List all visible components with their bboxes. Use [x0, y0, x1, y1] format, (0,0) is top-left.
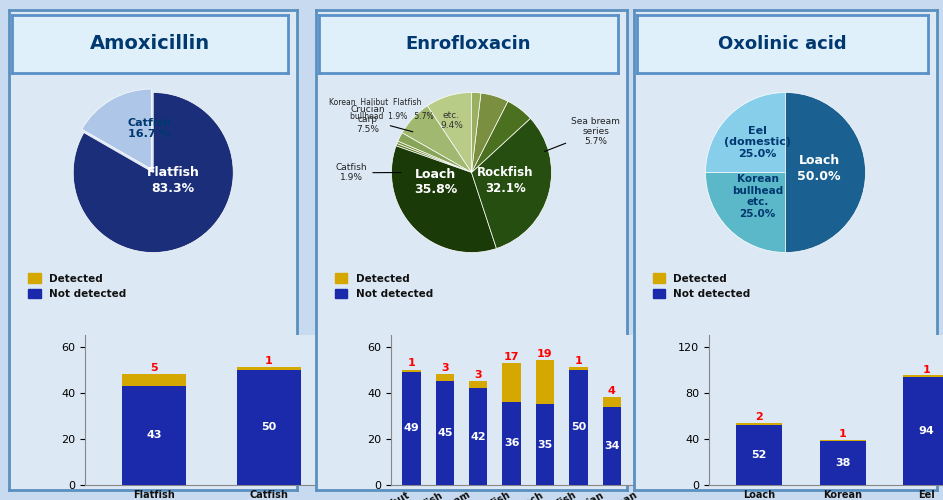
- Wedge shape: [472, 93, 508, 172]
- Text: 19: 19: [538, 349, 553, 359]
- Bar: [570, 368, 587, 370]
- Bar: [469, 381, 488, 388]
- Text: 3: 3: [441, 363, 449, 373]
- Text: 50: 50: [261, 422, 276, 432]
- Text: Sea bream
series
5.7%: Sea bream series 5.7%: [544, 116, 620, 152]
- Legend: Detected, Not detected: Detected, Not detected: [25, 269, 130, 303]
- Wedge shape: [391, 146, 496, 252]
- Text: Amoxicillin: Amoxicillin: [91, 34, 210, 53]
- Text: 4: 4: [608, 386, 616, 396]
- Text: Korean  Halibut  Flatfish: Korean Halibut Flatfish: [329, 98, 422, 107]
- Text: bullhead  1.9%   5.7%: bullhead 1.9% 5.7%: [350, 112, 434, 121]
- Text: Catfish
1.9%: Catfish 1.9%: [336, 163, 401, 182]
- Text: 52: 52: [752, 450, 767, 460]
- Bar: [636, 406, 654, 485]
- Bar: [436, 381, 454, 485]
- Wedge shape: [397, 142, 472, 172]
- Text: 5: 5: [150, 363, 157, 373]
- Text: Catfish
16.7 %: Catfish 16.7 %: [127, 118, 172, 140]
- Text: 43: 43: [146, 430, 161, 440]
- Bar: [403, 370, 421, 372]
- Text: 34: 34: [637, 441, 653, 451]
- Text: 42: 42: [471, 432, 486, 442]
- Bar: [603, 406, 620, 485]
- Bar: [503, 362, 521, 402]
- Legend: Detected, Not detected: Detected, Not detected: [649, 269, 754, 303]
- Text: Oxolinic acid: Oxolinic acid: [719, 35, 847, 52]
- Wedge shape: [74, 92, 233, 252]
- Text: Loach
35.8%: Loach 35.8%: [414, 168, 457, 196]
- Text: 50: 50: [571, 422, 586, 432]
- Text: Flatfish
83.3%: Flatfish 83.3%: [147, 166, 200, 194]
- Text: 34: 34: [604, 441, 620, 451]
- Wedge shape: [472, 118, 552, 248]
- Text: 17: 17: [504, 352, 520, 362]
- Text: Loach
50.0%: Loach 50.0%: [798, 154, 841, 182]
- Bar: [403, 372, 421, 485]
- Text: Rockfish
32.1%: Rockfish 32.1%: [477, 166, 534, 194]
- Wedge shape: [427, 92, 472, 172]
- Bar: [123, 386, 186, 485]
- Text: 45: 45: [437, 428, 453, 438]
- Text: Eel
(domestic)
25.0%: Eel (domestic) 25.0%: [724, 126, 791, 158]
- Text: 94: 94: [918, 426, 935, 436]
- Bar: [503, 402, 521, 485]
- Text: Enrofloxacin: Enrofloxacin: [405, 35, 531, 52]
- Wedge shape: [705, 172, 786, 252]
- Bar: [436, 374, 454, 381]
- Text: 3: 3: [474, 370, 482, 380]
- Text: 1: 1: [922, 365, 930, 375]
- Wedge shape: [398, 133, 472, 172]
- Bar: [238, 370, 301, 485]
- Bar: [736, 422, 782, 425]
- Text: 36: 36: [504, 438, 520, 448]
- Bar: [536, 360, 554, 404]
- Text: 1: 1: [574, 356, 582, 366]
- Text: Korean
bullhead
etc.
25.0%: Korean bullhead etc. 25.0%: [732, 174, 783, 219]
- Bar: [238, 368, 301, 370]
- Wedge shape: [472, 102, 530, 172]
- Bar: [570, 370, 587, 485]
- Text: 1: 1: [839, 430, 847, 440]
- Wedge shape: [402, 106, 472, 172]
- Bar: [636, 395, 654, 406]
- Text: 49: 49: [404, 424, 420, 434]
- Wedge shape: [396, 144, 472, 172]
- Text: 5: 5: [641, 384, 649, 394]
- Bar: [819, 441, 866, 485]
- Text: etc.
9.4%: etc. 9.4%: [440, 111, 463, 130]
- Wedge shape: [82, 89, 151, 169]
- Text: 2: 2: [755, 412, 763, 422]
- Text: 1: 1: [407, 358, 415, 368]
- Text: 38: 38: [835, 458, 851, 468]
- Bar: [469, 388, 488, 485]
- Bar: [736, 425, 782, 485]
- Wedge shape: [786, 92, 866, 252]
- Legend: Detected, Not detected: Detected, Not detected: [331, 269, 437, 303]
- Wedge shape: [705, 92, 786, 172]
- Text: 1: 1: [265, 356, 273, 366]
- Wedge shape: [472, 92, 481, 172]
- Bar: [603, 398, 620, 406]
- Text: 35: 35: [538, 440, 553, 450]
- Bar: [123, 374, 186, 386]
- Bar: [903, 376, 943, 485]
- Bar: [819, 440, 866, 441]
- Text: Crucian
carp
7.5%: Crucian carp 7.5%: [350, 104, 413, 134]
- Bar: [536, 404, 554, 485]
